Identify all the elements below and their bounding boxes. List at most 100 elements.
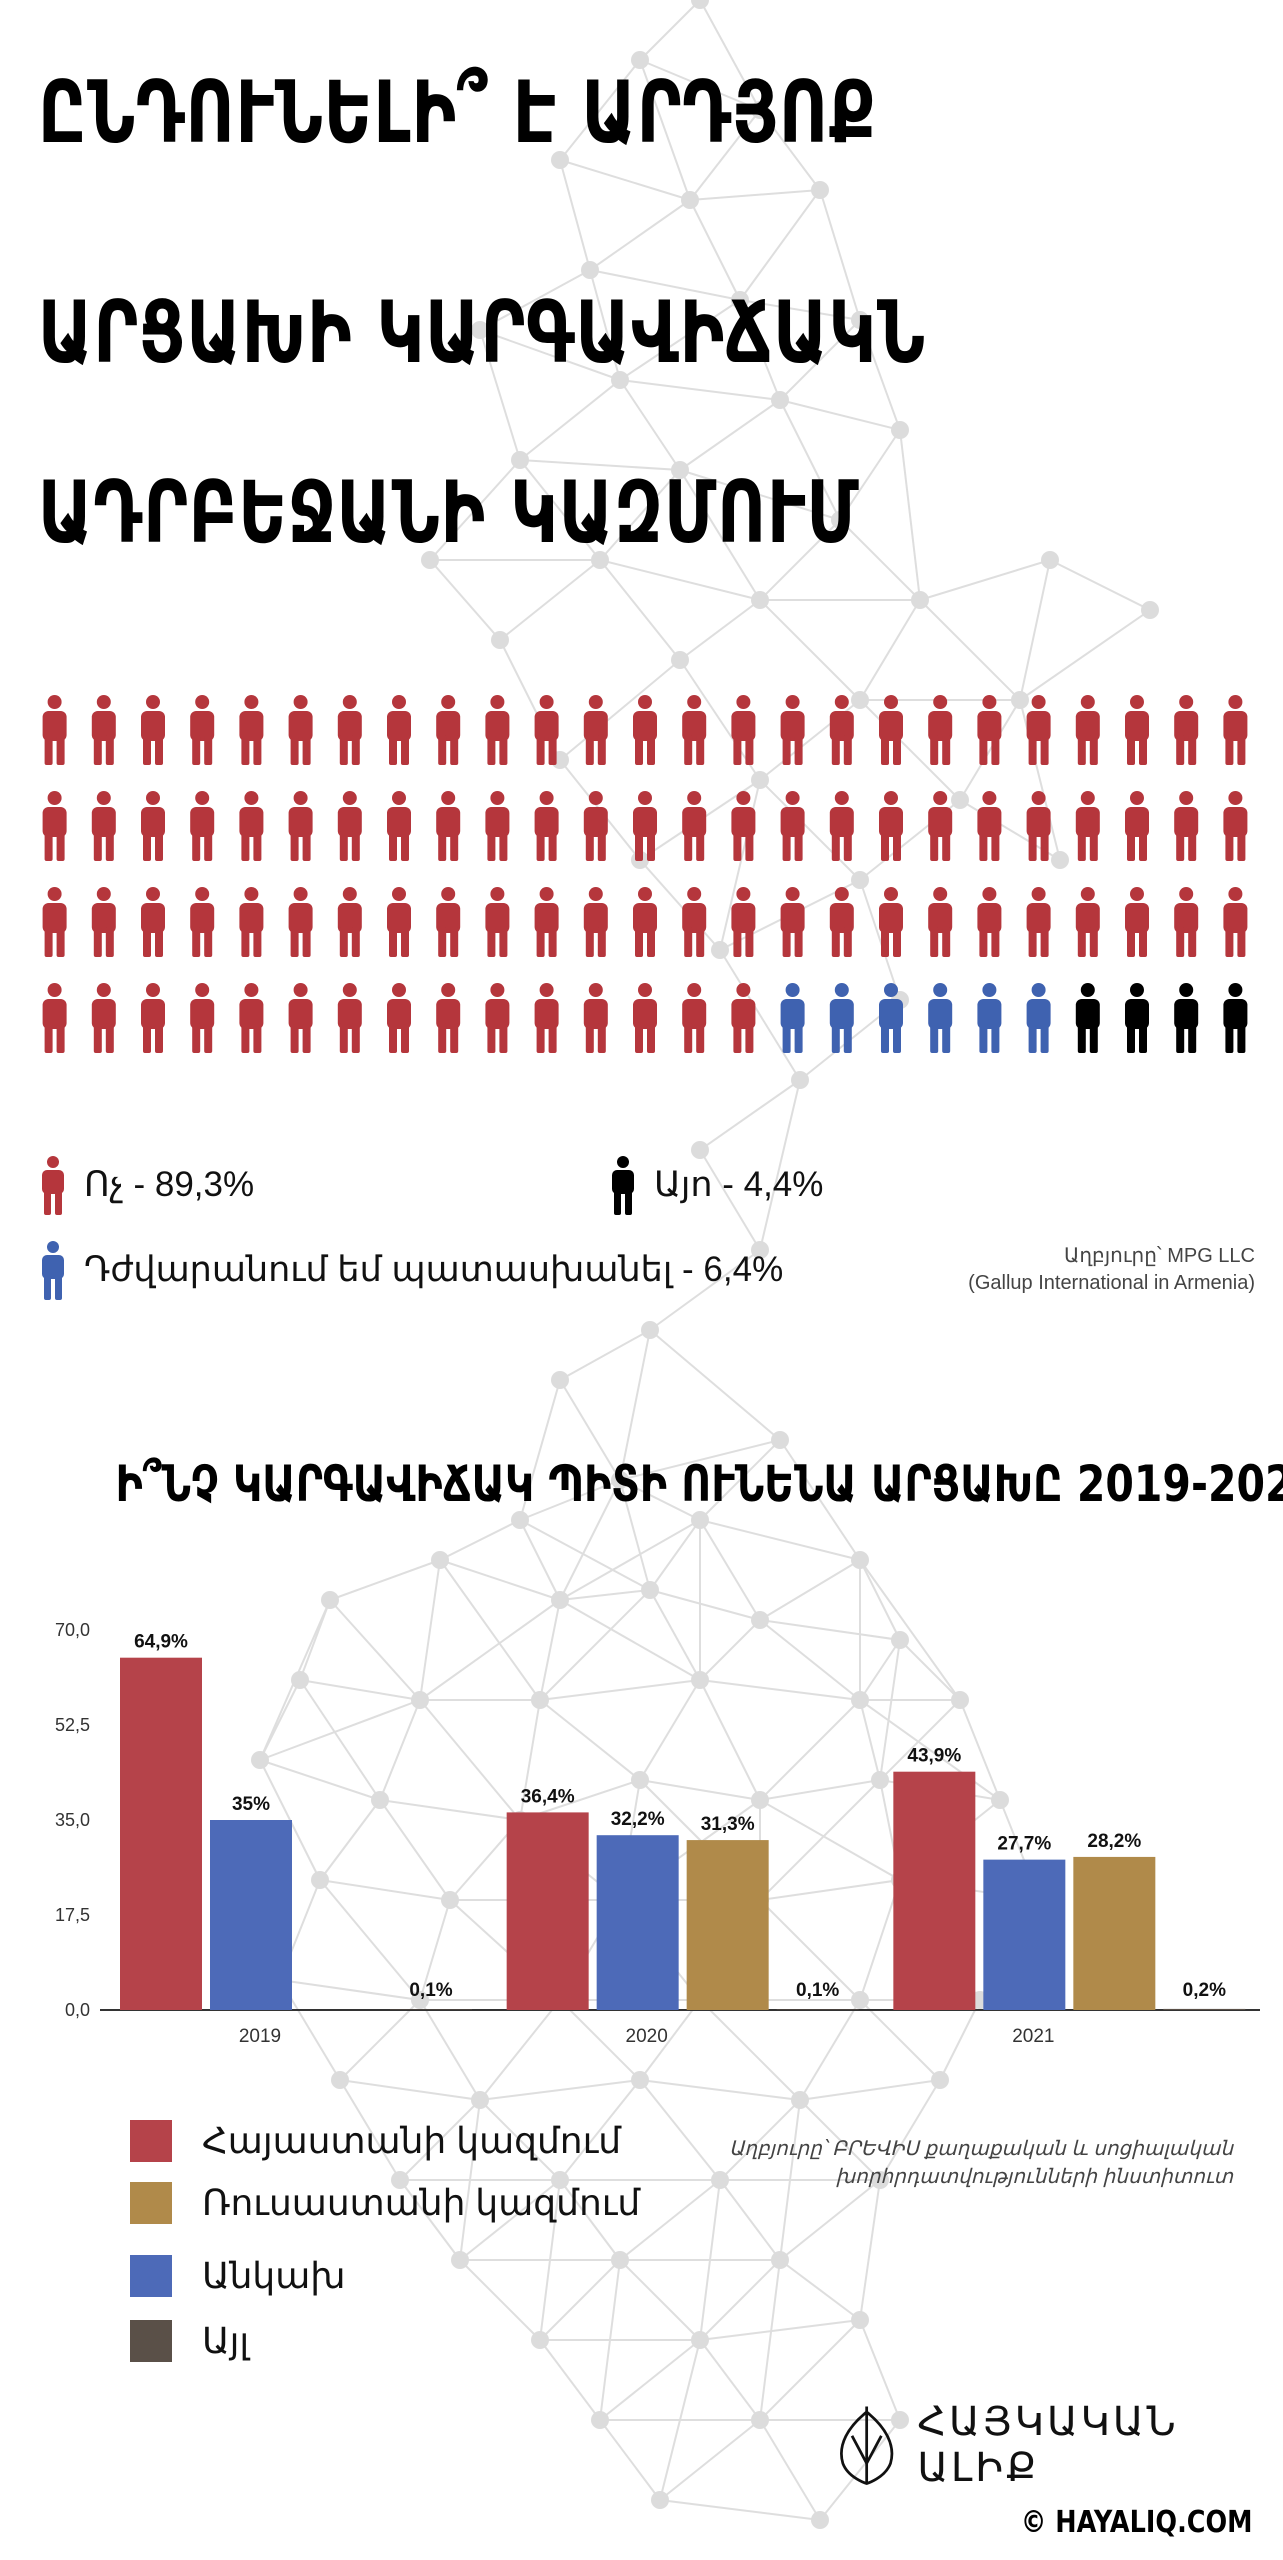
headline-line-2: ԱՐՑԱԽԻ ԿԱՐԳԱՎԻՃԱԿՆ <box>38 283 926 383</box>
person-no-icon <box>534 887 559 957</box>
person-no-icon <box>1075 791 1100 861</box>
person-no-icon <box>190 887 215 957</box>
legend-swatch-armenia <box>130 2120 172 2162</box>
person-no-icon <box>337 887 362 957</box>
data-label: 27,7% <box>997 1834 1051 1855</box>
person-no-icon <box>1125 695 1149 765</box>
person-no-icon <box>1223 791 1248 861</box>
person-hard-icon <box>780 983 805 1053</box>
bar-2021-1 <box>983 1859 1066 2010</box>
person-no-icon <box>337 695 362 765</box>
person-no-icon <box>91 695 116 765</box>
person-no-icon <box>239 695 264 765</box>
bar-2020-3 <box>776 2009 859 2010</box>
person-no-icon <box>829 887 854 957</box>
person-no-icon <box>928 887 953 957</box>
person-no-icon <box>1223 887 1248 957</box>
person-no-icon <box>239 887 264 957</box>
bar-2021-0 <box>893 1771 976 2010</box>
person-no-icon <box>288 983 313 1053</box>
bar-2019-0 <box>120 1657 202 2010</box>
person-no-icon <box>928 791 953 861</box>
person-no-icon <box>91 791 116 861</box>
person-no-icon <box>141 695 165 765</box>
person-pictogram-grid <box>42 695 1248 1053</box>
source-note-1: Աղբյուրը՝ MPG LLC (Gallup International … <box>968 1243 1255 1297</box>
person-no-icon <box>141 791 165 861</box>
person-no-icon <box>682 887 707 957</box>
person-no-icon <box>288 887 313 957</box>
person-no-icon <box>42 887 67 957</box>
person-no-icon <box>682 695 707 765</box>
person-no-icon <box>485 695 510 765</box>
person-no-icon <box>879 887 903 957</box>
bar-2019-3 <box>390 2009 472 2010</box>
person-no-icon <box>731 695 756 765</box>
person-no-icon <box>190 983 215 1053</box>
person-no-icon <box>633 695 657 765</box>
brand-logo: ՀԱՅԿԱԿԱՆ ԱԼԻՔ <box>830 2395 1283 2495</box>
person-no-icon <box>1026 695 1051 765</box>
person-no-icon <box>42 791 67 861</box>
headline-line-1: ԸՆԴՈՒՆԵԼԻ՞ Է ԱՐԴՅՈՔ <box>38 63 877 163</box>
bar-2020-1 <box>596 1835 679 2010</box>
bar-2021-3 <box>1163 2008 1246 2010</box>
person-no-icon <box>1075 887 1100 957</box>
data-label: 64,9% <box>134 1632 188 1653</box>
source-note-2: Աղբյուրը՝ ԲՐԵՎԻՍ քաղաքական և սոցիալական … <box>729 2135 1233 2191</box>
x-tick-label: 2019 <box>239 2026 281 2047</box>
data-label: 0,2% <box>1183 1980 1226 2001</box>
person-no-icon <box>436 791 461 861</box>
person-no-icon <box>977 695 1002 765</box>
person-no-icon <box>190 695 215 765</box>
person-no-icon <box>387 695 411 765</box>
person-no-icon <box>682 983 707 1053</box>
person-no-icon <box>239 983 264 1053</box>
person-no-icon <box>1223 695 1248 765</box>
person-no-icon <box>780 791 805 861</box>
person-no-icon <box>1026 887 1051 957</box>
headline-line-3: ԱԴՐԲԵՋԱՆԻ ԿԱԶՄՈՒՄ <box>38 463 860 563</box>
data-label: 43,9% <box>907 1746 961 1767</box>
legend-hard: Դժվարանում եմ պատասխանել - 6,4% <box>40 1240 783 1300</box>
legend-no: Ոչ - 89,3% <box>40 1155 254 1215</box>
bar-2020-0 <box>506 1812 589 2010</box>
person-no-icon <box>485 791 510 861</box>
source-note-2-line1: Աղբյուրը՝ ԲՐԵՎԻՍ քաղաքական և սոցիալական <box>728 2138 1233 2160</box>
person-no-icon <box>436 695 461 765</box>
person-no-icon <box>682 791 707 861</box>
person-no-icon <box>977 791 1002 861</box>
source-note-1-line2: (Gallup International in Armenia) <box>968 1272 1255 1294</box>
y-tick-label: 0,0 <box>65 2000 90 2020</box>
person-yes-icon <box>1174 983 1199 1053</box>
person-hard-icon <box>977 983 1002 1053</box>
person-no-icon <box>583 791 608 861</box>
person-no-icon <box>91 983 116 1053</box>
person-yes-icon <box>1125 983 1149 1053</box>
person-no-icon <box>879 791 903 861</box>
data-label: 35% <box>232 1794 270 1815</box>
person-no-icon <box>288 695 313 765</box>
person-no-icon <box>190 791 215 861</box>
chart-title: Ի՞ՆՉ ԿԱՐԳԱՎԻՃԱԿ ՊԻՏԻ ՈՒՆԵՆԱ ԱՐՑԱԽԸ 2019-… <box>115 1455 1283 1513</box>
legend-yes: Այո - 4,4% <box>610 1155 823 1215</box>
person-no-icon <box>780 887 805 957</box>
person-no-icon <box>633 887 657 957</box>
data-label: 32,2% <box>611 1809 665 1830</box>
y-tick-label: 70,0 <box>55 1620 90 1640</box>
person-no-icon <box>1174 791 1199 861</box>
legend-no-label: Ոչ - 89,3% <box>84 1165 255 1204</box>
person-no-icon <box>239 791 264 861</box>
person-no-icon <box>436 983 461 1053</box>
copyright: © HAYALIQ.COM <box>1021 2505 1253 2540</box>
person-no-icon <box>1075 695 1100 765</box>
person-no-icon <box>387 887 411 957</box>
bar-2019-1 <box>210 1820 292 2010</box>
data-label: 28,2% <box>1087 1831 1141 1852</box>
chart-legend-label-russia: Ռուսաստանի կազմում <box>202 2182 641 2223</box>
y-tick-label: 17,5 <box>55 1905 90 1925</box>
person-no-icon <box>485 887 510 957</box>
person-no-icon <box>337 983 362 1053</box>
person-no-icon <box>337 791 362 861</box>
